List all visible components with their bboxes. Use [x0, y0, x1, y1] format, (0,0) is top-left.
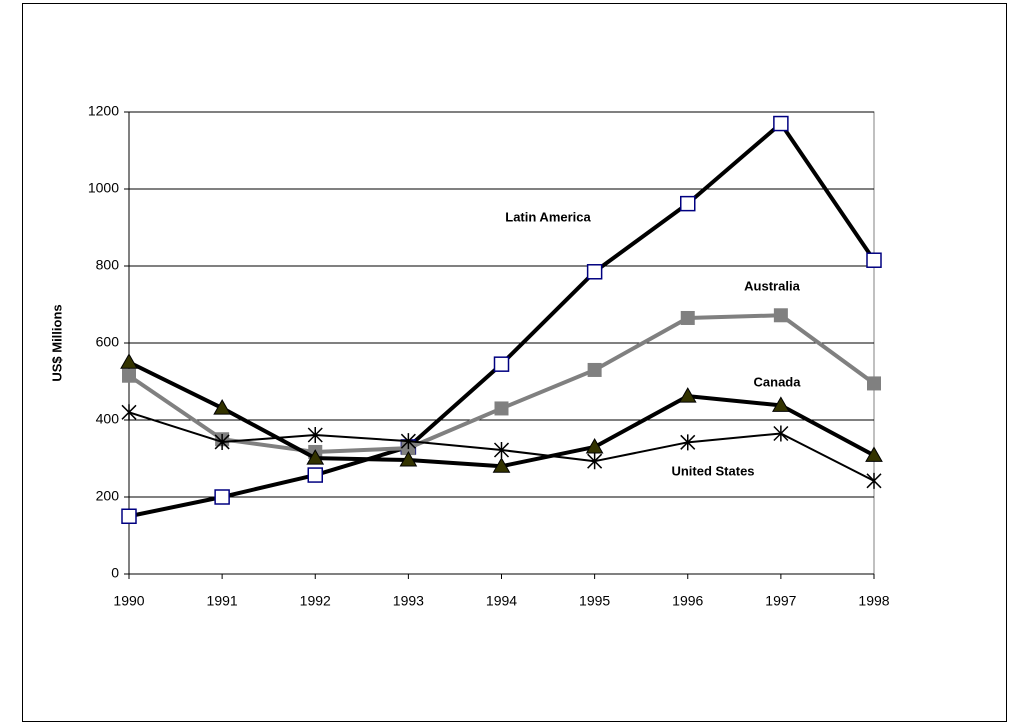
marker: [307, 427, 323, 444]
marker: [492, 457, 511, 473]
marker: [214, 489, 230, 505]
marker: [587, 362, 602, 377]
marker: [121, 508, 137, 524]
marker: [585, 437, 604, 454]
marker: [122, 368, 136, 383]
marker: [400, 433, 416, 450]
series-label: Latin America: [505, 209, 591, 224]
marker: [867, 376, 881, 391]
series-label: Canada: [754, 374, 802, 389]
x-tick-label: 1995: [579, 593, 610, 609]
x-tick-label: 1998: [858, 593, 889, 609]
marker: [772, 396, 790, 412]
y-tick-label: 200: [96, 488, 120, 504]
y-tick-label: 1200: [88, 103, 119, 119]
x-tick-label: 1994: [486, 593, 517, 609]
y-tick-label: 400: [96, 411, 120, 427]
series-label: United States: [671, 463, 754, 478]
chart-frame: [22, 3, 1007, 722]
x-tick-label: 1997: [765, 593, 796, 609]
x-tick-label: 1990: [113, 593, 144, 609]
y-tick-label: 600: [96, 334, 120, 350]
marker: [680, 434, 696, 451]
x-tick-label: 1991: [207, 593, 238, 609]
y-axis-label: US$ Millions: [49, 304, 64, 381]
marker: [307, 467, 323, 483]
marker: [493, 442, 510, 459]
marker: [587, 453, 603, 470]
marker: [121, 404, 137, 421]
marker: [680, 310, 695, 325]
marker: [866, 472, 882, 489]
marker: [586, 264, 603, 280]
marker: [120, 353, 138, 369]
y-tick-label: 1000: [88, 180, 119, 196]
x-tick-label: 1993: [393, 593, 424, 609]
marker: [773, 115, 789, 132]
x-tick-label: 1992: [300, 593, 331, 609]
y-tick-label: 800: [96, 257, 120, 273]
series-label: Australia: [744, 278, 800, 293]
marker: [493, 356, 510, 372]
marker: [213, 399, 231, 415]
marker: [306, 449, 325, 465]
marker: [866, 252, 882, 268]
marker: [773, 308, 788, 323]
marker: [214, 433, 230, 450]
marker: [680, 195, 696, 212]
marker: [678, 387, 697, 403]
y-tick-label: 0: [111, 565, 119, 581]
marker: [494, 401, 509, 416]
marker: [865, 446, 883, 462]
x-tick-label: 1996: [672, 593, 703, 609]
marker: [399, 451, 418, 467]
marker: [773, 425, 789, 442]
